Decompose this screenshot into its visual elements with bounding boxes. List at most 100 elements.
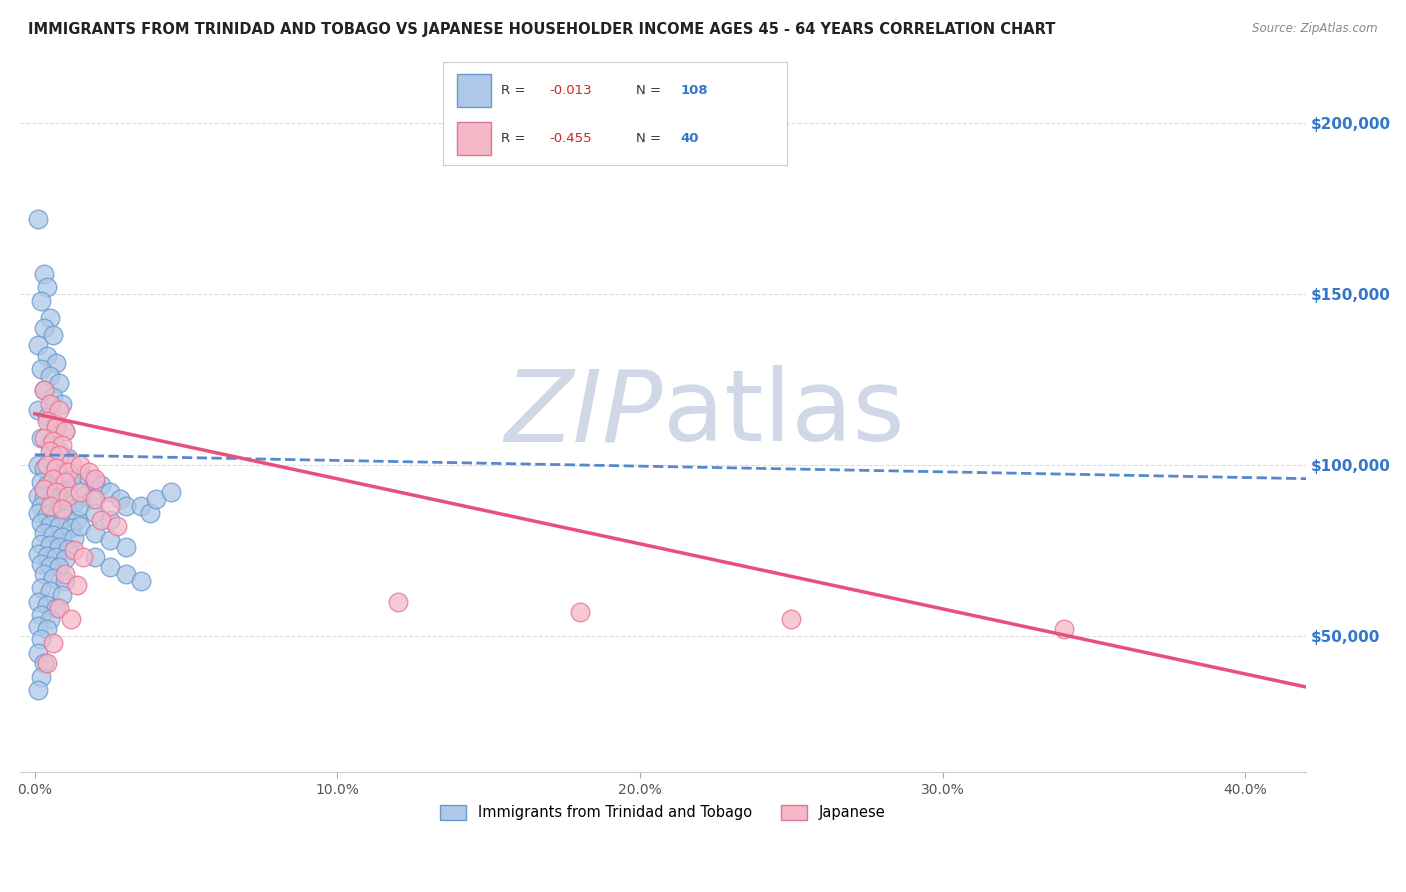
Point: [39, 517, 62, 532]
Point: [53, 475, 76, 489]
Point: [60, 612, 83, 626]
Point: [79, 465, 101, 479]
Point: [42, 635, 65, 649]
Point: [108, 492, 131, 507]
Point: [84, 492, 107, 507]
Point: [100, 513, 122, 527]
Point: [27, 458, 49, 472]
Point: [42, 571, 65, 585]
Point: [56, 465, 79, 479]
Point: [39, 538, 62, 552]
Point: [48, 601, 70, 615]
Point: [84, 550, 107, 565]
Point: [84, 506, 107, 520]
Point: [60, 472, 83, 486]
Point: [69, 519, 91, 533]
Point: [32, 656, 55, 670]
Point: [72, 489, 94, 503]
Bar: [457, 122, 491, 155]
Point: [30, 516, 52, 530]
Point: [32, 383, 55, 397]
Point: [48, 444, 70, 458]
Point: [84, 475, 107, 489]
Point: [780, 612, 803, 626]
Point: [35, 549, 58, 563]
Point: [30, 670, 52, 684]
Point: [114, 540, 136, 554]
Point: [30, 536, 52, 550]
Point: [45, 482, 67, 496]
Point: [27, 506, 49, 520]
Point: [42, 472, 65, 486]
Point: [45, 550, 67, 565]
Point: [39, 396, 62, 410]
Point: [32, 321, 55, 335]
Point: [66, 577, 89, 591]
Point: [84, 526, 107, 541]
Point: [45, 355, 67, 369]
Point: [387, 594, 409, 608]
Point: [129, 574, 152, 588]
Point: [45, 601, 67, 615]
Point: [39, 558, 62, 573]
Point: [48, 403, 70, 417]
Point: [39, 499, 62, 513]
Point: [51, 502, 73, 516]
Point: [32, 461, 55, 475]
Text: R =: R =: [502, 84, 530, 96]
Point: [69, 468, 91, 483]
Point: [48, 540, 70, 554]
Point: [51, 530, 73, 544]
Point: [39, 444, 62, 458]
Text: atlas: atlas: [662, 365, 904, 462]
Text: IMMIGRANTS FROM TRINIDAD AND TOBAGO VS JAPANESE HOUSEHOLDER INCOME AGES 45 - 64 : IMMIGRANTS FROM TRINIDAD AND TOBAGO VS J…: [28, 22, 1056, 37]
Point: [139, 506, 162, 520]
Point: [42, 434, 65, 448]
Point: [35, 656, 58, 670]
Point: [63, 532, 86, 546]
Point: [30, 362, 52, 376]
Point: [51, 396, 73, 410]
Point: [45, 417, 67, 431]
Point: [48, 560, 70, 574]
Legend: Immigrants from Trinidad and Tobago, Japanese: Immigrants from Trinidad and Tobago, Jap…: [434, 799, 891, 826]
Point: [114, 567, 136, 582]
Point: [48, 502, 70, 516]
Point: [82, 492, 104, 507]
Bar: [457, 74, 491, 106]
Point: [45, 485, 67, 500]
Text: Source: ZipAtlas.com: Source: ZipAtlas.com: [1253, 22, 1378, 36]
Point: [27, 547, 49, 561]
Point: [53, 424, 76, 438]
Point: [42, 328, 65, 343]
Point: [32, 383, 55, 397]
Point: [32, 431, 55, 445]
Point: [63, 495, 86, 509]
Point: [129, 499, 152, 513]
Point: [27, 646, 49, 660]
Point: [51, 494, 73, 508]
Point: [60, 454, 83, 468]
Point: [45, 509, 67, 524]
Point: [32, 267, 55, 281]
Point: [63, 543, 86, 558]
Point: [53, 567, 76, 582]
Point: [35, 622, 58, 636]
Point: [27, 403, 49, 417]
Point: [35, 410, 58, 425]
Point: [48, 448, 70, 462]
Point: [35, 414, 58, 428]
Point: [53, 485, 76, 500]
Point: [100, 499, 122, 513]
Point: [32, 482, 55, 496]
Point: [53, 424, 76, 438]
Point: [1053, 622, 1076, 636]
Point: [79, 472, 101, 486]
Point: [42, 390, 65, 404]
Point: [48, 519, 70, 533]
Point: [66, 513, 89, 527]
Point: [27, 594, 49, 608]
Text: N =: N =: [636, 84, 665, 96]
Point: [39, 612, 62, 626]
Point: [100, 560, 122, 574]
